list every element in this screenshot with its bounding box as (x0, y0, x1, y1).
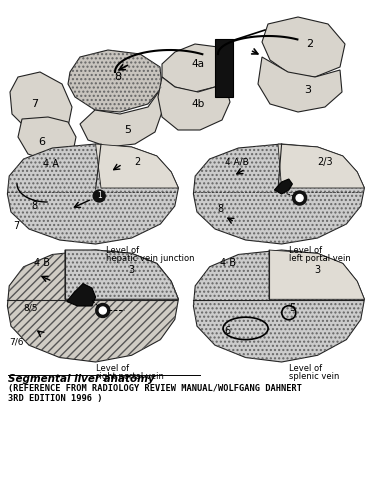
Text: 1: 1 (297, 195, 302, 201)
Circle shape (93, 190, 105, 202)
Text: 1: 1 (101, 308, 105, 313)
Text: splenic vein: splenic vein (289, 372, 339, 381)
Circle shape (99, 307, 106, 314)
Polygon shape (80, 90, 162, 147)
Polygon shape (18, 117, 76, 162)
Text: Segmental liver anatomy: Segmental liver anatomy (8, 374, 155, 384)
Polygon shape (7, 250, 178, 362)
Polygon shape (258, 57, 342, 112)
Polygon shape (95, 144, 178, 188)
Text: left portal vein: left portal vein (289, 254, 350, 263)
Polygon shape (7, 144, 178, 244)
Polygon shape (68, 50, 162, 112)
Text: 2/3: 2/3 (317, 157, 333, 167)
Polygon shape (275, 179, 292, 194)
Polygon shape (162, 44, 228, 92)
Text: 2: 2 (134, 157, 140, 167)
Text: Level of: Level of (107, 246, 139, 255)
Text: 7: 7 (31, 99, 38, 109)
Polygon shape (158, 77, 230, 130)
Circle shape (296, 194, 303, 202)
Text: 6: 6 (225, 326, 231, 336)
Text: 3: 3 (314, 265, 321, 275)
Text: 1: 1 (97, 191, 102, 201)
Text: 8: 8 (217, 204, 223, 214)
Circle shape (96, 304, 110, 317)
Polygon shape (65, 250, 178, 299)
Text: 8/5: 8/5 (24, 304, 38, 313)
Text: 5: 5 (124, 125, 131, 135)
Polygon shape (278, 144, 364, 188)
Text: 4 A: 4 A (43, 159, 58, 169)
Text: Level of: Level of (95, 364, 129, 373)
Polygon shape (194, 144, 364, 244)
Polygon shape (269, 250, 364, 299)
Text: 8: 8 (31, 201, 37, 211)
Text: (REFERENCE FROM RADIOLOGY REVIEW MANUAL/WOLFGANG DAHNERT
3RD EDITION 1996 ): (REFERENCE FROM RADIOLOGY REVIEW MANUAL/… (8, 384, 302, 403)
Text: 4 B: 4 B (220, 258, 236, 269)
Text: 4 A/B: 4 A/B (225, 157, 249, 166)
Text: 4a: 4a (192, 59, 205, 69)
Text: 3: 3 (305, 85, 312, 95)
Polygon shape (194, 250, 364, 362)
Polygon shape (10, 72, 72, 134)
Bar (215, 39, 233, 97)
Text: 3: 3 (128, 265, 135, 275)
Text: 4 B: 4 B (34, 258, 50, 269)
Circle shape (293, 191, 307, 205)
Text: right portal vein: right portal vein (95, 372, 164, 381)
Polygon shape (67, 283, 95, 306)
Text: 8: 8 (114, 72, 122, 82)
Text: 7/6: 7/6 (9, 338, 24, 346)
Text: Level of: Level of (289, 246, 322, 255)
Text: 5: 5 (289, 303, 296, 313)
Text: 6: 6 (38, 137, 46, 147)
Text: 2: 2 (306, 39, 313, 49)
Text: 7: 7 (13, 221, 20, 231)
Text: hepatic vein junction: hepatic vein junction (107, 254, 195, 263)
Polygon shape (262, 17, 345, 77)
Text: Level of: Level of (289, 364, 322, 373)
Text: 4b: 4b (191, 99, 205, 109)
